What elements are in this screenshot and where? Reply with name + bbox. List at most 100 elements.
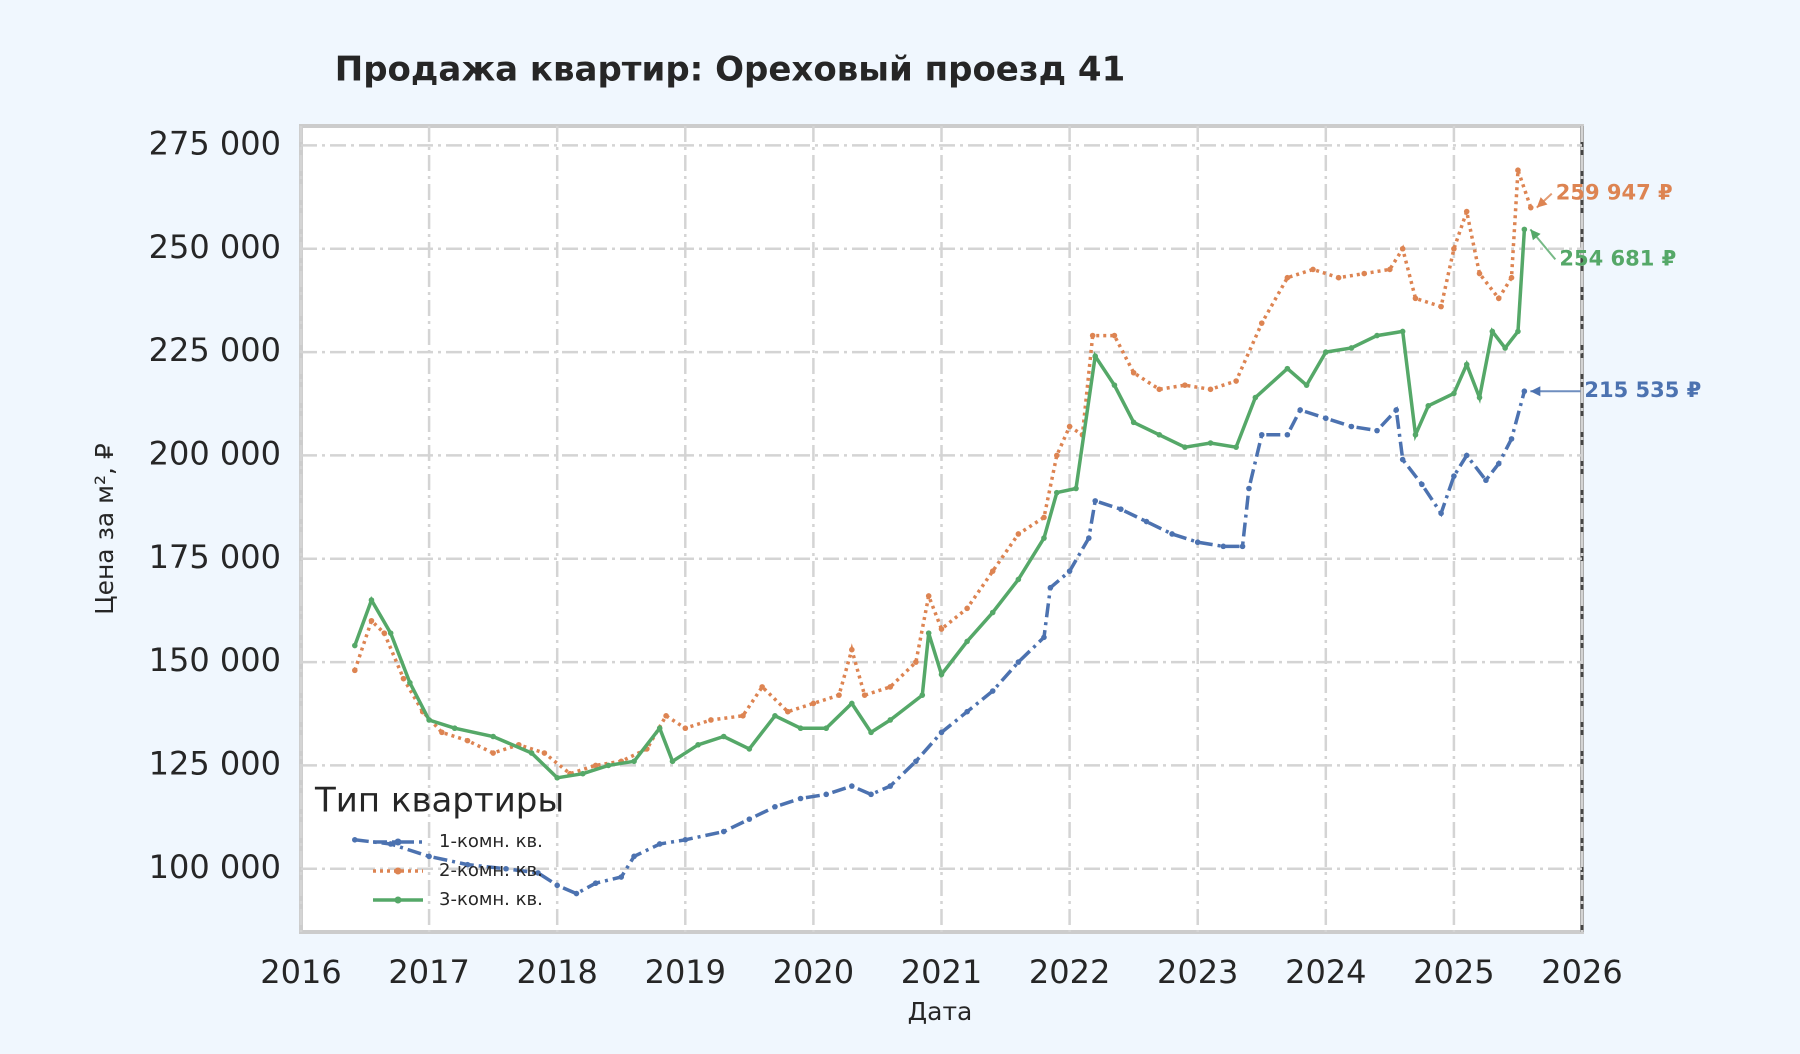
- point-marker: [1284, 365, 1291, 372]
- y-tick-label: 125 000: [149, 744, 281, 782]
- point-marker: [1495, 460, 1502, 467]
- point-marker: [1502, 345, 1508, 351]
- point-marker: [1156, 431, 1163, 438]
- point-marker: [849, 700, 855, 707]
- point-marker: [1041, 514, 1047, 521]
- point-marker: [426, 853, 432, 860]
- point-marker: [387, 630, 394, 636]
- point-marker: [1425, 403, 1432, 409]
- point-marker: [1066, 568, 1073, 574]
- point-marker: [490, 750, 496, 756]
- x-tick-label: 2024: [1285, 953, 1366, 991]
- point-marker: [352, 837, 358, 843]
- legend-marker: [394, 838, 402, 846]
- point-marker: [656, 725, 663, 732]
- point-marker: [618, 874, 625, 880]
- point-marker: [1399, 245, 1406, 252]
- point-marker: [1521, 388, 1528, 395]
- point-marker: [1348, 345, 1355, 351]
- point-marker: [720, 733, 727, 740]
- point-marker: [682, 837, 689, 843]
- y-tick-label: 275 000: [149, 124, 281, 162]
- point-marker: [656, 841, 663, 847]
- point-marker: [1284, 431, 1291, 438]
- point-marker: [1323, 349, 1329, 355]
- point-marker: [1252, 394, 1259, 401]
- point-marker: [1483, 477, 1489, 484]
- y-tick-label: 225 000: [149, 331, 281, 369]
- series-line: [354, 390, 1527, 896]
- point-marker: [1374, 332, 1380, 339]
- legend-marker: [394, 896, 402, 904]
- point-marker: [1508, 274, 1515, 281]
- point-marker: [708, 717, 714, 723]
- point-marker: [1089, 332, 1096, 339]
- point-marker: [1111, 332, 1118, 339]
- point-marker: [464, 737, 471, 744]
- point-marker: [580, 770, 586, 777]
- legend-marker: [394, 867, 402, 875]
- point-marker: [823, 725, 830, 732]
- point-marker: [868, 729, 874, 736]
- point-marker: [1111, 382, 1118, 388]
- point-marker: [439, 729, 445, 736]
- x-tick-label: 2020: [773, 953, 854, 991]
- annotation-label: 215 535 ₽: [1584, 378, 1701, 402]
- point-marker: [1521, 226, 1528, 233]
- legend-label: 1-комн. кв.: [439, 831, 543, 852]
- annotation-label: 259 947 ₽: [1556, 181, 1673, 205]
- point-marker: [772, 803, 778, 810]
- point-marker: [1041, 634, 1047, 641]
- point-marker: [1092, 353, 1099, 360]
- point-marker: [1303, 382, 1310, 388]
- point-marker: [925, 630, 932, 636]
- point-marker: [1156, 386, 1163, 393]
- point-marker: [1476, 394, 1483, 401]
- point-marker: [631, 853, 637, 860]
- point-marker: [919, 692, 926, 698]
- x-tick-label: 2019: [645, 953, 726, 991]
- point-marker: [352, 642, 358, 649]
- point-marker: [400, 675, 407, 682]
- point-marker: [554, 882, 560, 889]
- point-marker: [989, 568, 996, 574]
- point-marker: [490, 733, 496, 740]
- point-marker: [938, 671, 945, 678]
- point-marker: [759, 684, 765, 690]
- point-marker: [592, 880, 599, 887]
- y-tick-label: 150 000: [149, 641, 281, 679]
- point-marker: [407, 679, 413, 686]
- point-marker: [605, 762, 612, 769]
- point-marker: [1220, 543, 1227, 550]
- legend-label: 3-комн. кв.: [439, 889, 543, 910]
- point-marker: [1130, 369, 1137, 376]
- point-marker: [1463, 208, 1470, 215]
- point-marker: [1399, 328, 1406, 335]
- point-marker: [1015, 659, 1022, 665]
- point-marker: [663, 713, 669, 719]
- point-marker: [740, 713, 746, 719]
- point-marker: [1015, 576, 1022, 583]
- point-marker: [989, 609, 996, 616]
- point-marker: [631, 758, 637, 765]
- point-marker: [1207, 440, 1214, 446]
- x-axis-label: Дата: [908, 997, 973, 1026]
- point-marker: [695, 741, 701, 748]
- point-marker: [836, 692, 842, 698]
- point-marker: [913, 659, 919, 665]
- point-marker: [1053, 489, 1060, 496]
- point-marker: [1310, 266, 1316, 273]
- point-marker: [746, 816, 753, 822]
- x-tick-label: 2021: [901, 953, 982, 991]
- point-marker: [989, 688, 996, 694]
- point-marker: [861, 692, 868, 698]
- point-marker: [810, 700, 817, 707]
- point-marker: [1053, 452, 1060, 459]
- annotation-arrowhead: [1530, 386, 1541, 397]
- x-tick-label: 2016: [260, 953, 341, 991]
- point-marker: [1194, 539, 1201, 546]
- point-marker: [1387, 266, 1393, 273]
- point-marker: [887, 717, 894, 723]
- point-marker: [1515, 167, 1521, 174]
- point-marker: [849, 646, 855, 653]
